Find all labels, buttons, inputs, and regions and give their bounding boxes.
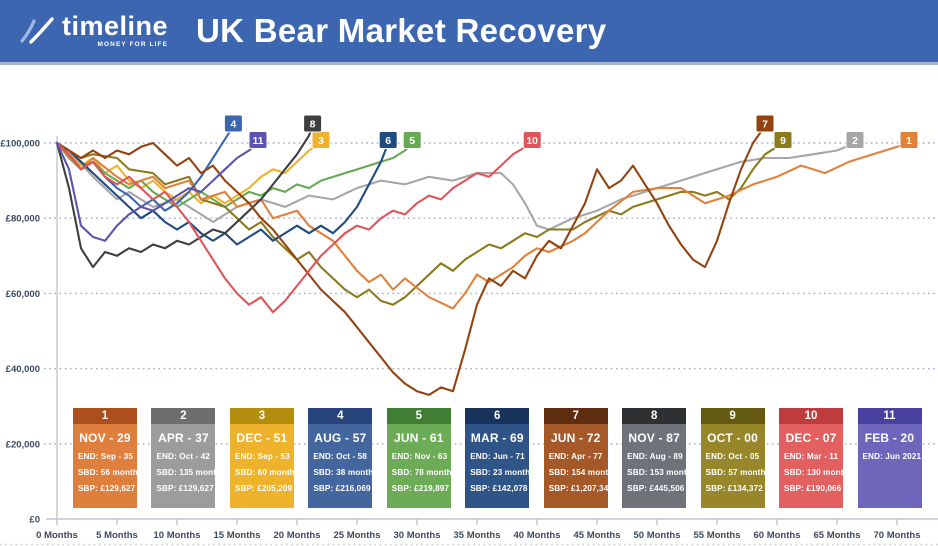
- x-axis: 0 Months 5 Months 10 Months 15 Months 20 Mon…: [36, 519, 920, 541]
- y-axis-label: £60,000: [6, 289, 40, 300]
- y-gridlines: £100,000 £80,000 £60,000 £40,000 £20,000 £0: [0, 139, 938, 526]
- series-line-9: [55, 141, 785, 306]
- svg-text:4: 4: [230, 119, 236, 131]
- y-axis-label: £80,000: [6, 214, 40, 225]
- x-axis-label: 45 Months: [574, 530, 621, 541]
- header-banner: timeline MONEY FOR LIFE UK Bear Market R…: [0, 0, 938, 65]
- series-end-marker-4: 4: [223, 114, 243, 133]
- svg-text:10: 10: [526, 135, 538, 147]
- series-line-5: [55, 141, 414, 208]
- series-end-marker-9: 9: [773, 131, 793, 149]
- x-axis-label: 5 Months: [96, 530, 138, 541]
- x-axis-label: 15 Months: [214, 530, 261, 541]
- y-axis-label: £40,000: [6, 364, 40, 375]
- series-end-marker-2: 2: [845, 131, 865, 149]
- brand-name: timeline: [62, 11, 169, 42]
- x-axis-label: 10 Months: [154, 530, 201, 541]
- series-line-11: [55, 141, 260, 242]
- svg-text:9: 9: [780, 135, 786, 147]
- x-axis-label: 35 Months: [454, 530, 501, 541]
- y-axis-label: £0: [29, 515, 40, 526]
- svg-text:11: 11: [252, 135, 263, 147]
- svg-text:3: 3: [318, 135, 324, 147]
- y-axis-label: £20,000: [6, 439, 40, 450]
- svg-text:6: 6: [385, 135, 391, 147]
- svg-text:5: 5: [409, 135, 415, 147]
- x-axis-label: 25 Months: [334, 530, 381, 541]
- series-line-10: [55, 141, 534, 314]
- series-end-marker-7: 7: [755, 114, 775, 133]
- series-end-marker-8: 8: [303, 114, 323, 133]
- svg-text:7: 7: [762, 119, 768, 131]
- x-axis-label: 20 Months: [274, 530, 321, 541]
- series-end-marker-6: 6: [378, 131, 398, 149]
- series-line-7: [55, 125, 767, 396]
- series-end-marker-3: 3: [311, 131, 331, 149]
- x-axis-label: 50 Months: [634, 530, 681, 541]
- series-end-marker-10: 10: [522, 131, 542, 149]
- series-end-marker-5: 5: [402, 131, 422, 149]
- series-end-marker-1: 1: [899, 131, 919, 149]
- svg-text:8: 8: [310, 119, 316, 131]
- series-line-8: [55, 125, 314, 269]
- x-axis-label: 70 Months: [874, 530, 921, 541]
- series-end-marker-11: 11: [248, 131, 268, 149]
- x-axis-label: 65 Months: [814, 530, 861, 541]
- x-axis-label: 60 Months: [754, 530, 801, 541]
- y-axis-label: £100,000: [0, 139, 40, 150]
- x-axis-label: 40 Months: [514, 530, 561, 541]
- svg-text:1: 1: [906, 135, 912, 147]
- timeline-logo-icon: [20, 17, 54, 44]
- series-line-2: [55, 141, 857, 231]
- brand-tagline: MONEY FOR LIFE: [97, 41, 169, 49]
- x-axis-label: 30 Months: [394, 530, 441, 541]
- x-axis-label: 0 Months: [36, 530, 78, 541]
- x-axis-label: 55 Months: [694, 530, 741, 541]
- page-title: UK Bear Market Recovery: [196, 12, 607, 49]
- timeline-logo: timeline MONEY FOR LIFE: [18, 13, 168, 49]
- svg-text:2: 2: [852, 135, 858, 147]
